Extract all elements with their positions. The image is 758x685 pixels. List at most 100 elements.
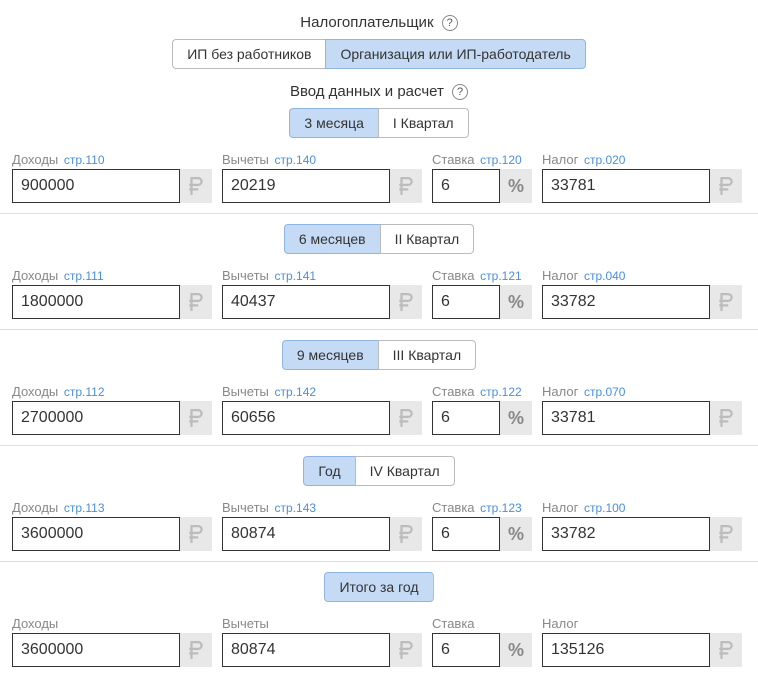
rate-field: Ставка стр.121 % [432, 268, 532, 319]
percent-icon: % [500, 169, 532, 203]
total-rate-input[interactable] [432, 633, 500, 667]
deduction-field: Вычеты стр.142 [222, 384, 422, 435]
total-tax-field: Налог [542, 616, 742, 667]
deduction-label: Вычеты [222, 500, 269, 515]
tax-output [542, 401, 710, 435]
period-row-0: Доходы стр.110 Вычеты стр.140 [12, 152, 746, 203]
income-label: Доходы [12, 616, 58, 631]
period-toggle-b[interactable]: II Квартал [380, 224, 475, 254]
deduction-label: Вычеты [222, 268, 269, 283]
percent-icon: % [500, 517, 532, 551]
taxpayer-option-ind[interactable]: ИП без работников [172, 39, 325, 69]
total-tax-output [542, 633, 710, 667]
income-ref[interactable]: стр.110 [64, 153, 105, 167]
ruble-icon [390, 169, 422, 203]
period-toggle-a[interactable]: Год [303, 456, 354, 486]
income-ref[interactable]: стр.113 [64, 501, 105, 515]
help-icon[interactable]: ? [452, 84, 468, 100]
ruble-icon [710, 633, 742, 667]
period-toggle-a[interactable]: 6 месяцев [284, 224, 380, 254]
total-rate-field: Ставка % [432, 616, 532, 667]
rate-ref[interactable]: стр.121 [480, 269, 522, 283]
income-ref[interactable]: стр.111 [64, 269, 104, 283]
rate-ref[interactable]: стр.122 [480, 385, 522, 399]
period-row-1: Доходы стр.111 Вычеты стр.141 [12, 268, 746, 319]
period-toggle-b[interactable]: III Квартал [378, 340, 476, 370]
total-label[interactable]: Итого за год [324, 572, 433, 602]
total-toggle: Итого за год [12, 572, 746, 602]
tax-ref[interactable]: стр.100 [584, 501, 626, 515]
rate-ref[interactable]: стр.120 [480, 153, 522, 167]
deduction-input[interactable] [222, 169, 390, 203]
separator [0, 329, 758, 330]
ruble-icon [710, 517, 742, 551]
period-toggle-b[interactable]: I Квартал [378, 108, 469, 138]
deduction-ref[interactable]: стр.142 [275, 385, 317, 399]
total-row: Доходы Вычеты Ставка % Налог [12, 616, 746, 667]
deduction-ref[interactable]: стр.143 [275, 501, 317, 515]
separator [0, 561, 758, 562]
deduction-input[interactable] [222, 401, 390, 435]
income-label: Доходы [12, 268, 58, 283]
data-entry-title: Ввод данных и расчет [290, 83, 444, 100]
period-toggle-2: 9 месяцев III Квартал [12, 340, 746, 370]
rate-label: Ставка [432, 616, 475, 631]
income-input[interactable] [12, 169, 180, 203]
period-toggle-b[interactable]: IV Квартал [355, 456, 455, 486]
deduction-field: Вычеты стр.143 [222, 500, 422, 551]
taxpayer-title: Налогоплательщик [300, 14, 433, 31]
ruble-icon [710, 285, 742, 319]
ruble-icon [390, 285, 422, 319]
rate-field: Ставка стр.123 % [432, 500, 532, 551]
separator [0, 213, 758, 214]
ruble-icon [710, 401, 742, 435]
rate-input[interactable] [432, 517, 500, 551]
total-income-input[interactable] [12, 633, 180, 667]
rate-input[interactable] [432, 169, 500, 203]
income-input[interactable] [12, 285, 180, 319]
period-toggle-0: 3 месяца I Квартал [12, 108, 746, 138]
period-toggle-1: 6 месяцев II Квартал [12, 224, 746, 254]
income-field: Доходы стр.111 [12, 268, 212, 319]
tax-field: Налог стр.040 [542, 268, 742, 319]
tax-ref[interactable]: стр.040 [584, 269, 626, 283]
income-label: Доходы [12, 500, 58, 515]
ruble-icon [710, 169, 742, 203]
tax-ref[interactable]: стр.020 [584, 153, 626, 167]
income-field: Доходы стр.113 [12, 500, 212, 551]
deduction-input[interactable] [222, 285, 390, 319]
separator [0, 445, 758, 446]
percent-icon: % [500, 285, 532, 319]
rate-input[interactable] [432, 401, 500, 435]
deduction-label: Вычеты [222, 384, 269, 399]
deduction-field: Вычеты стр.141 [222, 268, 422, 319]
rate-label: Ставка [432, 152, 475, 167]
taxpayer-option-org[interactable]: Организация или ИП-работодатель [325, 39, 585, 69]
deduction-ref[interactable]: стр.141 [275, 269, 317, 283]
income-field: Доходы стр.112 [12, 384, 212, 435]
tax-ref[interactable]: стр.070 [584, 385, 626, 399]
tax-label: Налог [542, 268, 578, 283]
tax-output [542, 517, 710, 551]
period-row-2: Доходы стр.112 Вычеты стр.142 [12, 384, 746, 435]
tax-field: Налог стр.020 [542, 152, 742, 203]
rate-field: Ставка стр.122 % [432, 384, 532, 435]
rate-ref[interactable]: стр.123 [480, 501, 522, 515]
period-row-3: Доходы стр.113 Вычеты стр.143 [12, 500, 746, 551]
help-icon[interactable]: ? [442, 15, 458, 31]
total-deduction-input[interactable] [222, 633, 390, 667]
ruble-icon [390, 517, 422, 551]
deduction-label: Вычеты [222, 152, 269, 167]
tax-output [542, 169, 710, 203]
total-deduction-field: Вычеты [222, 616, 422, 667]
deduction-ref[interactable]: стр.140 [275, 153, 317, 167]
rate-label: Ставка [432, 500, 475, 515]
income-input[interactable] [12, 401, 180, 435]
period-toggle-a[interactable]: 3 месяца [289, 108, 377, 138]
percent-icon: % [500, 401, 532, 435]
deduction-input[interactable] [222, 517, 390, 551]
income-ref[interactable]: стр.112 [64, 385, 105, 399]
rate-input[interactable] [432, 285, 500, 319]
income-input[interactable] [12, 517, 180, 551]
period-toggle-a[interactable]: 9 месяцев [282, 340, 378, 370]
